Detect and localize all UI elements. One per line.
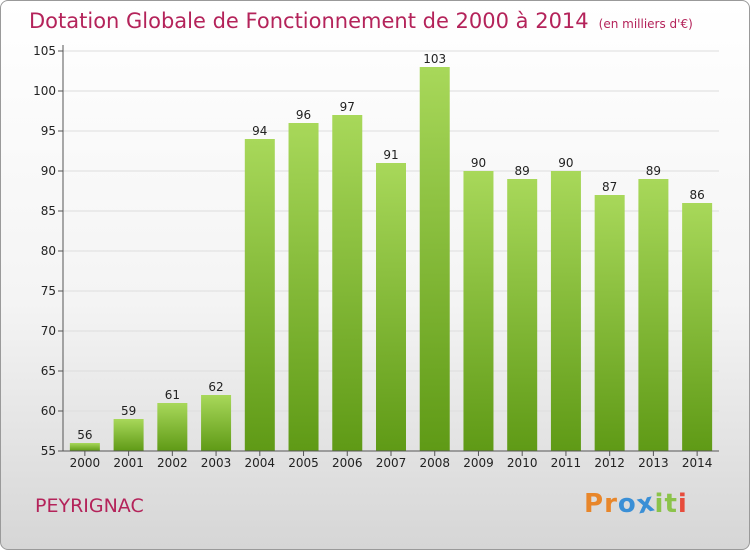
x-tick-label-2008: 2008 bbox=[419, 456, 450, 470]
value-label-2006: 97 bbox=[340, 100, 355, 114]
x-tick-label-2004: 2004 bbox=[245, 456, 276, 470]
value-label-2005: 96 bbox=[296, 108, 311, 122]
logo-letter: o bbox=[617, 489, 637, 519]
y-tick-label: 85 bbox=[41, 204, 56, 218]
value-label-2007: 91 bbox=[383, 148, 398, 162]
bar-2009 bbox=[463, 171, 494, 451]
bar-2005 bbox=[288, 123, 319, 451]
unit-label: (en milliers d'€) bbox=[598, 17, 693, 31]
x-tick-label-2012: 2012 bbox=[594, 456, 625, 470]
value-label-2008: 103 bbox=[423, 52, 446, 66]
title-text: Dotation Globale de Fonctionnement de 20… bbox=[29, 9, 589, 33]
x-tick-label-2006: 2006 bbox=[332, 456, 363, 470]
logo-letter: i bbox=[654, 489, 665, 519]
axes: 55 60 65 70 75 80 85 90 95 100 105 2000 2001 2002 2003… bbox=[33, 44, 719, 470]
value-label-2010: 89 bbox=[515, 164, 530, 178]
value-label-2001: 59 bbox=[121, 404, 136, 418]
value-label-2012: 87 bbox=[602, 180, 617, 194]
value-label-2014: 86 bbox=[689, 188, 704, 202]
x-tick-label-2011: 2011 bbox=[551, 456, 582, 470]
y-tick-label: 105 bbox=[33, 44, 56, 58]
bars: 56 59 61 62 94 96 97 91 103 90 89 90 87 89 86 bbox=[69, 52, 713, 451]
bar-2003 bbox=[201, 395, 232, 451]
value-label-2000: 56 bbox=[77, 428, 92, 442]
y-tick-label: 60 bbox=[41, 404, 56, 418]
y-tick-label: 75 bbox=[41, 284, 56, 298]
bar-2010 bbox=[507, 179, 538, 451]
value-label-2003: 62 bbox=[208, 380, 223, 394]
logo-letter: r bbox=[604, 489, 618, 519]
chart-title: Dotation Globale de Fonctionnement de 20… bbox=[29, 9, 693, 33]
x-tick-label-2007: 2007 bbox=[376, 456, 407, 470]
x-tick-label-2002: 2002 bbox=[157, 456, 188, 470]
y-tick-label: 65 bbox=[41, 364, 56, 378]
y-tick-label: 55 bbox=[41, 444, 56, 458]
bar-2004 bbox=[244, 139, 275, 451]
bar-2011 bbox=[550, 171, 581, 451]
value-label-2002: 61 bbox=[165, 388, 180, 402]
x-tick-label-2009: 2009 bbox=[463, 456, 494, 470]
value-label-2011: 90 bbox=[558, 156, 573, 170]
proxiti-logo[interactable]: Proxiti bbox=[584, 487, 688, 520]
y-tick-label: 100 bbox=[33, 84, 56, 98]
value-label-2004: 94 bbox=[252, 124, 267, 138]
value-label-2009: 90 bbox=[471, 156, 486, 170]
commune-name: PEYRIGNAC bbox=[35, 495, 144, 517]
logo-letter: i bbox=[677, 489, 688, 519]
y-tick-label: 70 bbox=[41, 324, 56, 338]
x-tick-label-2014: 2014 bbox=[682, 456, 713, 470]
y-tick-label: 95 bbox=[41, 124, 56, 138]
x-tick-label-2005: 2005 bbox=[288, 456, 319, 470]
bar-2014 bbox=[682, 203, 713, 451]
value-label-2013: 89 bbox=[646, 164, 661, 178]
bar-2007 bbox=[376, 163, 406, 451]
x-tick-label-2003: 2003 bbox=[201, 456, 232, 470]
x-tick-label-2010: 2010 bbox=[507, 456, 538, 470]
x-tick-label-2000: 2000 bbox=[70, 456, 101, 470]
x-tick-label-2001: 2001 bbox=[113, 456, 144, 470]
logo-letter: P bbox=[584, 489, 605, 519]
bar-2008 bbox=[419, 67, 450, 451]
y-tick-label: 90 bbox=[41, 164, 56, 178]
bar-2013 bbox=[638, 179, 669, 451]
y-tick-label: 80 bbox=[41, 244, 56, 258]
bar-2006 bbox=[332, 115, 363, 451]
bar-2002 bbox=[157, 403, 188, 451]
logo-letter: t bbox=[664, 489, 678, 519]
bar-2001 bbox=[113, 419, 144, 451]
x-tick-label-2013: 2013 bbox=[638, 456, 669, 470]
bar-2012 bbox=[594, 195, 625, 451]
bar-2000 bbox=[69, 443, 100, 451]
